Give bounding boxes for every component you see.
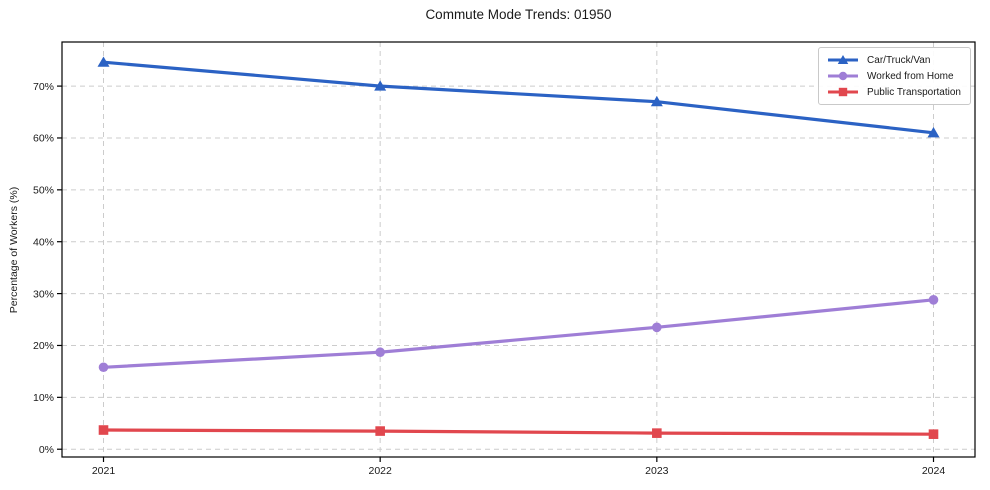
legend-marker-car-truck-van xyxy=(837,54,849,64)
legend-entry-car-truck-van: Car/Truck/Van xyxy=(826,53,961,67)
marker-public-transportation-2022 xyxy=(375,426,385,436)
y-tick-label-30: 30% xyxy=(33,288,54,300)
series-line-public-transportation xyxy=(101,428,936,436)
y-tick-label-60: 60% xyxy=(33,133,54,145)
y-tick-label-40: 40% xyxy=(33,236,54,248)
y-tick-label-50: 50% xyxy=(33,185,54,197)
marker-public-transportation-2023 xyxy=(652,428,662,438)
legend-label-public-transportation: Public Transportation xyxy=(867,86,961,98)
marker-car-truck-van-2024 xyxy=(927,127,940,138)
legend-label-worked-from-home: Worked from Home xyxy=(867,70,954,82)
legend-entry-worked-from-home: Worked from Home xyxy=(826,69,961,83)
y-tick-label-70: 70% xyxy=(33,81,54,93)
series-line-car-truck-van xyxy=(101,60,936,135)
legend-sample-public-transportation xyxy=(828,87,859,97)
marker-public-transportation-2024 xyxy=(928,429,939,439)
y-tick-label-0: 0% xyxy=(39,444,54,456)
y-tick-label-20: 20% xyxy=(33,340,54,352)
marker-public-transportation-2021 xyxy=(98,425,109,435)
x-tick-label-2023: 2023 xyxy=(645,465,669,477)
legend-marker-public-transportation xyxy=(838,87,848,97)
legend-sample-car-truck-van xyxy=(828,54,859,64)
y-tick-label-10: 10% xyxy=(33,392,54,404)
x-tick-label-2022: 2022 xyxy=(368,465,392,477)
marker-worked-from-home-2021 xyxy=(98,362,109,373)
marker-car-truck-van-2021 xyxy=(97,56,110,67)
legend: Car/Truck/Van Worked from Home Public Tran… xyxy=(818,47,971,105)
series-line-worked-from-home xyxy=(101,298,936,369)
marker-worked-from-home-2023 xyxy=(652,322,662,333)
x-tick-label-2021: 2021 xyxy=(92,465,116,477)
marker-worked-from-home-2024 xyxy=(928,295,939,305)
plot-frame xyxy=(61,41,976,458)
legend-sample-worked-from-home xyxy=(828,71,859,81)
marker-worked-from-home-2022 xyxy=(375,347,385,358)
chart-title: Commute Mode Trends: 01950 xyxy=(425,7,612,22)
marker-car-truck-van-2023 xyxy=(650,95,663,107)
legend-label-car-truck-van: Car/Truck/Van xyxy=(867,54,931,66)
x-tick-label-2024: 2024 xyxy=(922,465,946,477)
legend-marker-worked-from-home xyxy=(838,71,848,81)
marker-car-truck-van-2022 xyxy=(374,80,387,91)
legend-entry-public-transportation: Public Transportation xyxy=(826,85,961,99)
